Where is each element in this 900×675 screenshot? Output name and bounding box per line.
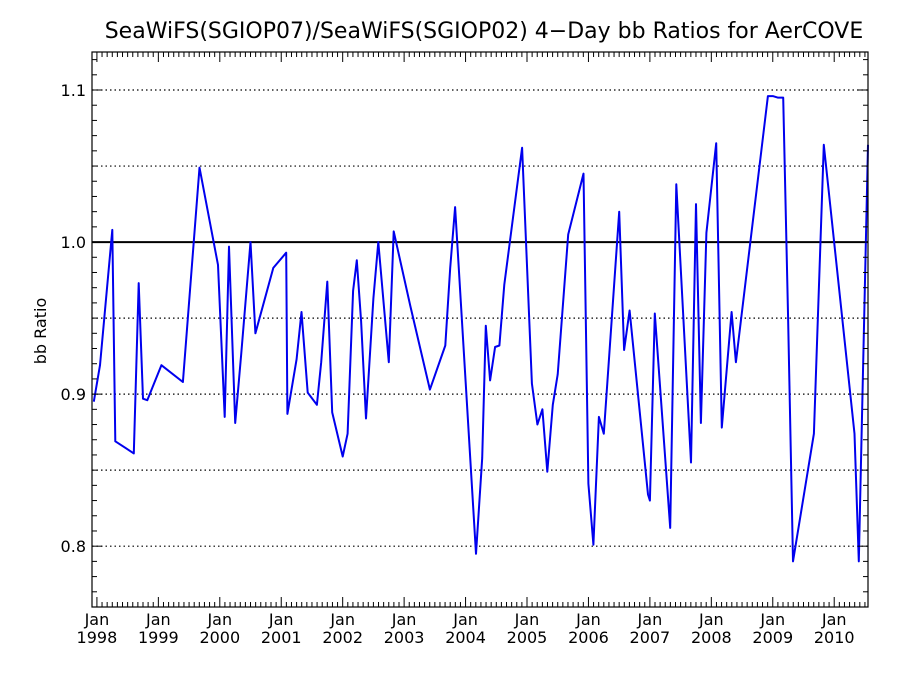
x-tick-month-label: Jan: [514, 610, 540, 629]
y-tick-label: 1.0: [61, 233, 86, 252]
series-layer: [92, 95, 869, 563]
grid-layer: [92, 89, 868, 547]
x-tick-year-label: 2004: [445, 628, 486, 647]
x-tick-year-label: 2003: [384, 628, 425, 647]
x-tick-year-label: 2002: [322, 628, 363, 647]
x-tick-year-label: 2009: [752, 628, 793, 647]
y-tick-label: 0.9: [61, 385, 86, 404]
x-tick-month-label: Jan: [759, 610, 785, 629]
x-tick-year-label: 2006: [568, 628, 609, 647]
x-tick-month-label: Jan: [145, 610, 171, 629]
x-tick-month-label: Jan: [206, 610, 232, 629]
plot-frame: [91, 51, 869, 608]
x-tick-year-label: 2001: [261, 628, 302, 647]
x-tick-layer: Jan1998Jan1999Jan2000Jan2001Jan2002Jan20…: [77, 610, 855, 647]
y-tick-layer: 0.8 0.9 1.0 1.1: [61, 81, 86, 556]
chart-title: SeaWiFS(SGIOP07)/SeaWiFS(SGIOP02) 4−Day …: [105, 19, 864, 44]
axes-layer: [91, 51, 869, 608]
x-tick-year-label: 2005: [507, 628, 548, 647]
y-axis-label: bb Ratio: [31, 298, 50, 364]
x-tick-month-label: Jan: [452, 610, 478, 629]
x-tick-month-label: Jan: [391, 610, 417, 629]
x-tick-month-label: Jan: [329, 610, 355, 629]
x-tick-year-label: 2008: [691, 628, 732, 647]
x-tick-year-label: 1998: [77, 628, 118, 647]
x-tick-year-label: 2007: [630, 628, 671, 647]
x-tick-year-label: 1999: [138, 628, 179, 647]
series-line: [92, 95, 869, 563]
y-tick-label: 0.8: [61, 537, 86, 556]
x-tick-year-label: 2010: [814, 628, 855, 647]
x-tick-month-label: Jan: [698, 610, 724, 629]
x-tick-month-label: Jan: [268, 610, 294, 629]
x-tick-year-label: 2000: [199, 628, 240, 647]
y-tick-label: 1.1: [61, 81, 86, 100]
x-tick-month-label: Jan: [637, 610, 663, 629]
x-tick-month-label: Jan: [575, 610, 601, 629]
x-tick-month-label: Jan: [84, 610, 110, 629]
x-tick-month-label: Jan: [821, 610, 847, 629]
